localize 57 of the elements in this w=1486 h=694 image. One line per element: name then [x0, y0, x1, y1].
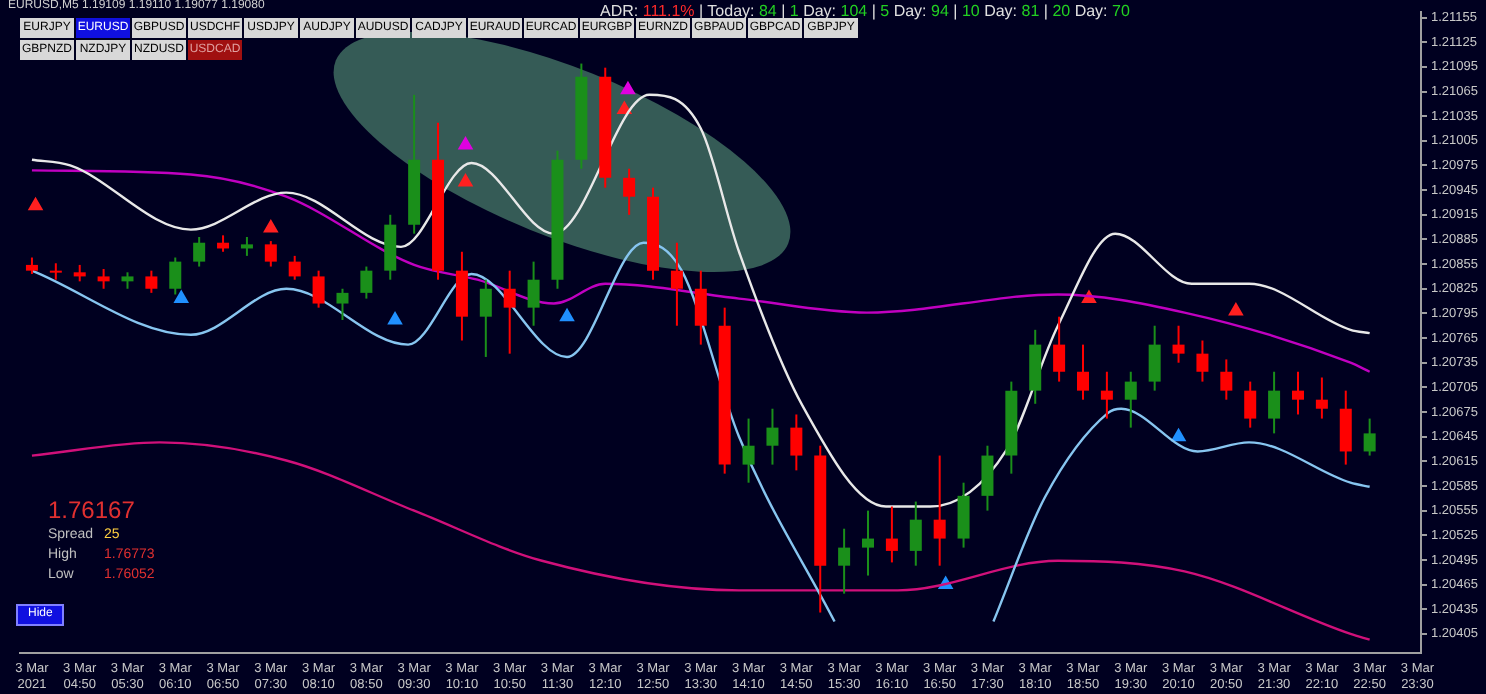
line-series: [30, 169, 1371, 373]
candlestick: [503, 269, 516, 355]
candlestick: [1220, 358, 1233, 401]
candlestick: [1339, 389, 1352, 466]
candlestick: [145, 269, 158, 294]
candlestick: [479, 278, 492, 358]
candlestick: [694, 269, 707, 346]
candlestick: [1053, 315, 1066, 383]
candlestick: [240, 235, 253, 257]
candlestick: [384, 213, 397, 281]
line-series: [30, 441, 1371, 641]
point: [458, 136, 473, 150]
candlestick: [957, 481, 970, 549]
candlestick: [933, 454, 946, 567]
candlestick: [1268, 370, 1281, 435]
candlestick: [1029, 328, 1042, 405]
point: [1228, 302, 1243, 316]
candlestick: [264, 240, 277, 268]
candlestick: [1363, 417, 1376, 457]
candlestick: [193, 235, 206, 268]
candlestick: [1172, 324, 1185, 364]
annotation: 1.76167: [48, 496, 135, 524]
candlestick: [766, 407, 779, 466]
candlestick: [623, 167, 636, 216]
candlestick: [1100, 370, 1113, 420]
candlestick: [1315, 376, 1328, 420]
candlestick: [288, 254, 301, 281]
candlestick: [862, 509, 875, 577]
candlestick: [1077, 343, 1089, 401]
point: [387, 311, 403, 325]
candlestick: [49, 262, 62, 281]
candlestick: [909, 500, 922, 567]
candlestick: [527, 260, 540, 327]
candlestick: [1196, 339, 1209, 383]
candlestick: [360, 265, 373, 300]
candlestick: [1148, 324, 1161, 392]
candlestick: [1291, 370, 1304, 416]
candlestick: [742, 417, 755, 484]
candlestick: [670, 241, 683, 327]
point: [458, 173, 473, 187]
candlestick: [885, 505, 898, 564]
point: [28, 197, 43, 211]
candlestick: [790, 413, 803, 472]
candlestick: [169, 256, 182, 296]
candlestick: [97, 268, 110, 290]
point: [263, 219, 278, 233]
candlestick: [838, 527, 851, 595]
candlestick: [312, 269, 325, 309]
point: [174, 290, 189, 304]
candlestick: [1244, 380, 1257, 429]
candlestick: [981, 444, 994, 512]
point: [620, 81, 635, 95]
point: [559, 308, 575, 322]
point: [1171, 428, 1186, 442]
candlestick: [336, 287, 349, 321]
candlestick: [1124, 370, 1137, 429]
candlestick: [455, 250, 468, 342]
